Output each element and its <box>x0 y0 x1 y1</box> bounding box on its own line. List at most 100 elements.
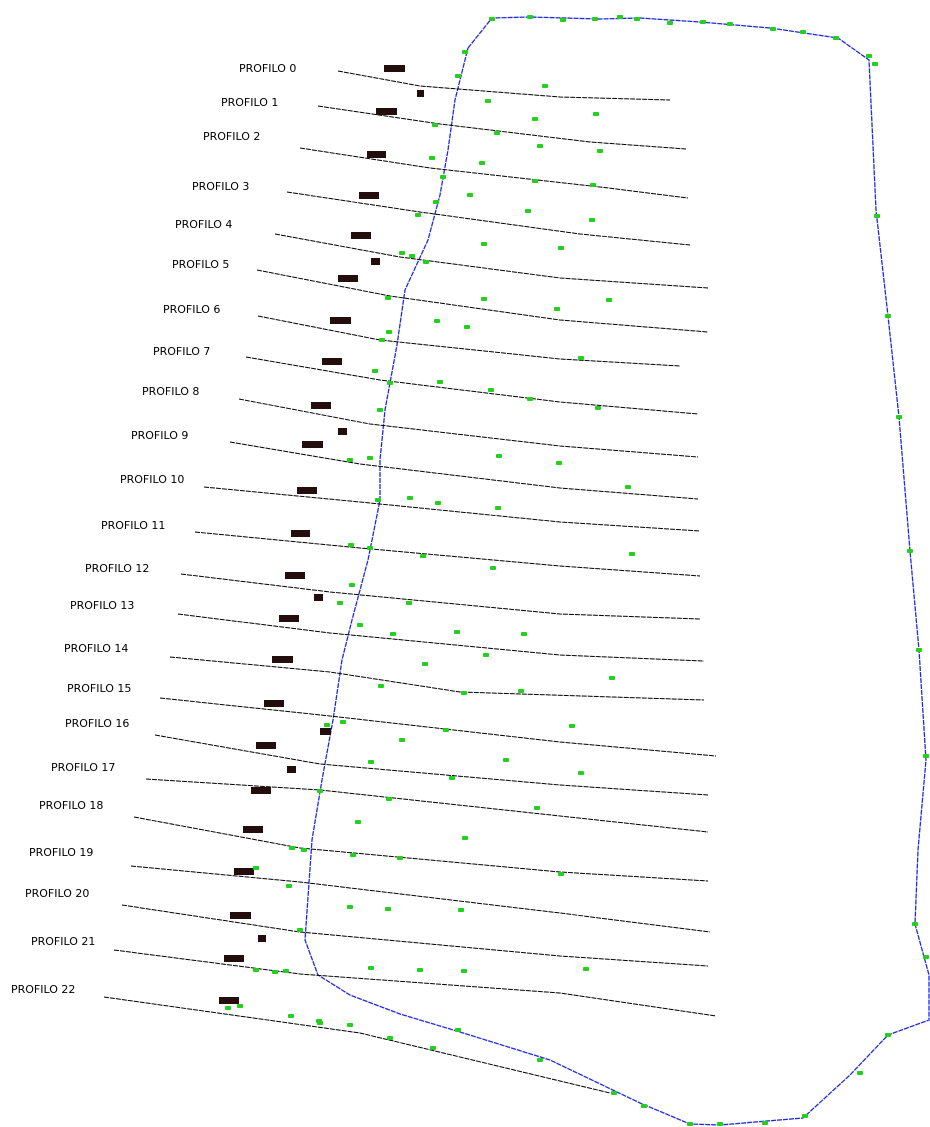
survey-point <box>641 1104 647 1108</box>
survey-point <box>762 1121 768 1125</box>
survey-point <box>464 325 470 329</box>
survey-point <box>288 1014 294 1018</box>
survey-point <box>527 397 533 401</box>
station-marker <box>371 258 380 265</box>
survey-point <box>578 771 584 775</box>
survey-point <box>430 1046 436 1050</box>
survey-point <box>409 254 415 258</box>
station-marker <box>376 108 397 115</box>
survey-point <box>606 298 612 302</box>
survey-point <box>872 62 878 66</box>
survey-point <box>462 50 468 54</box>
survey-point <box>372 369 378 373</box>
survey-point <box>874 214 880 218</box>
profile-line <box>159 697 717 757</box>
profile-line <box>113 949 717 1017</box>
survey-point <box>357 623 363 627</box>
survey-point <box>496 454 502 458</box>
survey-point <box>462 836 468 840</box>
survey-point <box>542 84 548 88</box>
station-marker <box>302 441 323 448</box>
survey-point <box>461 691 467 695</box>
profile-line <box>145 778 709 833</box>
survey-point <box>386 797 392 801</box>
survey-point <box>866 54 872 58</box>
survey-point <box>479 161 485 165</box>
station-marker <box>287 766 296 773</box>
station-marker <box>359 192 379 199</box>
profile-label: PROFILO 14 <box>64 642 128 655</box>
profile-line <box>286 191 691 246</box>
survey-point <box>590 183 596 187</box>
survey-point <box>595 406 601 410</box>
survey-point <box>347 458 353 462</box>
survey-point <box>422 662 428 666</box>
survey-point <box>885 1033 891 1037</box>
survey-point <box>494 131 500 135</box>
survey-point <box>397 856 403 860</box>
survey-point <box>420 554 426 558</box>
survey-point <box>481 297 487 301</box>
survey-point <box>489 17 495 21</box>
survey-point <box>800 30 806 34</box>
survey-point <box>399 251 405 255</box>
survey-point <box>923 955 929 959</box>
survey-point <box>379 338 385 342</box>
profile-line <box>133 816 709 882</box>
survey-point <box>440 175 446 179</box>
survey-point <box>349 583 355 587</box>
survey-point <box>385 296 391 300</box>
profile-label: PROFILO 12 <box>85 562 149 575</box>
survey-point <box>375 498 381 502</box>
survey-point <box>324 723 330 727</box>
survey-point <box>437 380 443 384</box>
survey-point <box>350 853 356 857</box>
station-marker <box>367 151 386 158</box>
profile-label: PROFILO 9 <box>131 429 188 442</box>
survey-point <box>443 728 449 732</box>
survey-point <box>455 74 461 78</box>
survey-point <box>611 1091 617 1095</box>
profile-label: PROFILO 11 <box>101 519 165 532</box>
survey-point <box>833 36 839 40</box>
profile-label: PROFILO 3 <box>192 180 249 193</box>
survey-point <box>225 1006 231 1010</box>
survey-point <box>301 848 307 852</box>
station-marker <box>311 402 331 409</box>
station-marker <box>291 530 310 537</box>
profile-line <box>229 441 699 500</box>
profile-line <box>103 996 611 1094</box>
survey-point <box>485 99 491 103</box>
survey-point <box>532 117 538 121</box>
survey-point <box>432 123 438 127</box>
survey-point <box>589 218 595 222</box>
survey-point <box>907 549 913 553</box>
station-marker <box>384 65 405 72</box>
survey-point <box>454 630 460 634</box>
profile-label: PROFILO 1 <box>221 96 278 109</box>
station-marker <box>322 358 342 365</box>
station-marker <box>338 275 358 282</box>
survey-point <box>727 22 733 26</box>
survey-point <box>488 388 494 392</box>
survey-point <box>667 21 673 25</box>
survey-point <box>537 1058 543 1062</box>
survey-point <box>518 689 524 693</box>
survey-point <box>399 738 405 742</box>
profile-label: PROFILO 7 <box>153 345 210 358</box>
station-marker <box>351 232 371 239</box>
station-marker <box>230 912 251 919</box>
survey-point <box>467 193 473 197</box>
profile-label: PROFILO 21 <box>31 935 95 948</box>
survey-point <box>700 20 706 24</box>
profile-label: PROFILO 18 <box>39 799 103 812</box>
profile-line <box>169 656 705 701</box>
profile-label: PROFILO 15 <box>67 682 131 695</box>
survey-point <box>406 601 412 605</box>
survey-point <box>378 684 384 688</box>
survey-point <box>554 307 560 311</box>
profile-label: PROFILO 10 <box>120 473 184 486</box>
survey-point <box>317 789 323 793</box>
survey-point <box>407 496 413 500</box>
profile-label: PROFILO 4 <box>175 218 232 231</box>
